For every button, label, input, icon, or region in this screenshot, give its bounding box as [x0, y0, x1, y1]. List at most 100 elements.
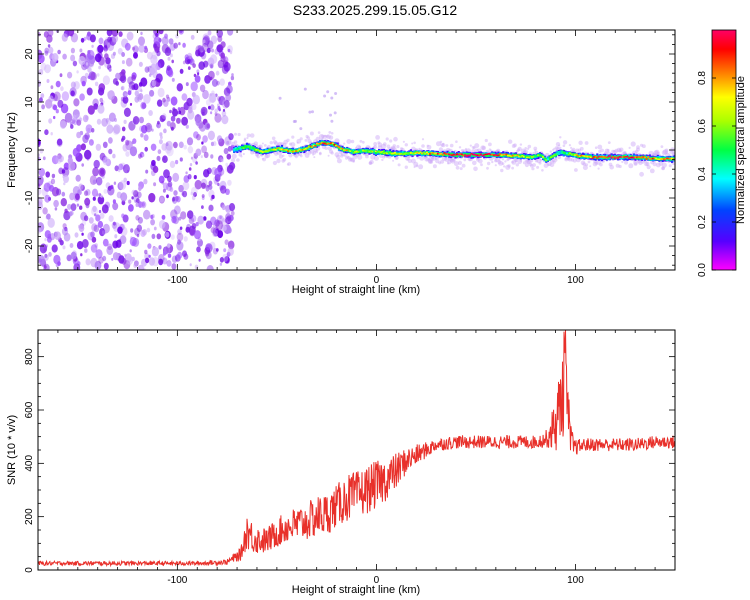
- noise-blob: [156, 50, 161, 57]
- signal-halo: [421, 144, 425, 148]
- signal-band-cell: [543, 157, 546, 160]
- signal-band-cell: [357, 151, 360, 153]
- noise-blob: [169, 109, 172, 114]
- signal-halo: [491, 160, 494, 164]
- signal-halo: [365, 154, 369, 159]
- signal-halo: [585, 163, 589, 167]
- signal-halo: [375, 135, 380, 140]
- signal-halo: [336, 158, 342, 164]
- noise-blob: [169, 160, 176, 168]
- signal-halo: [315, 136, 321, 142]
- noise-blob: [63, 232, 71, 242]
- noise-blob: [85, 62, 89, 66]
- noise-blob: [87, 127, 91, 132]
- noise-blob: [223, 147, 229, 155]
- noise-blob: [214, 113, 222, 123]
- noise-blob: [159, 196, 165, 203]
- signal-halo: [323, 134, 327, 138]
- noise-blob: [169, 53, 173, 58]
- noise-blob: [138, 153, 142, 159]
- signal-halo: [428, 159, 433, 164]
- signal-halo: [524, 162, 530, 168]
- signal-band-cell: [637, 156, 640, 158]
- signal-band-cell: [612, 156, 615, 158]
- signal-halo: [318, 134, 325, 140]
- colorbar-label: Normalized spectral amplitude: [735, 76, 747, 224]
- noise-blob: [214, 108, 218, 114]
- noise-blob: [185, 226, 191, 233]
- noise-blob: [224, 218, 228, 223]
- signal-band-cell: [658, 155, 661, 160]
- signal-band-cell: [409, 152, 412, 154]
- noise-blob: [92, 167, 99, 177]
- signal-halo: [458, 146, 462, 149]
- signal-halo: [312, 153, 315, 156]
- signal-band-cell: [575, 154, 578, 158]
- signal-halo: [501, 162, 505, 166]
- noise-blob: [140, 89, 143, 93]
- signal-band-cell: [516, 154, 519, 157]
- signal-band-cell: [268, 149, 271, 152]
- signal-band-cell: [486, 153, 489, 155]
- signal-band-cell: [616, 157, 620, 159]
- signal-halo: [404, 143, 408, 147]
- noise-blob: [144, 249, 148, 255]
- signal-halo: [383, 142, 387, 146]
- noise-blob: [75, 193, 80, 201]
- noise-blob: [198, 258, 201, 262]
- signal-band-cell: [260, 150, 263, 153]
- noise-blob: [69, 192, 75, 201]
- signal-band-cell: [333, 143, 336, 146]
- signal-halo: [584, 141, 589, 145]
- signal-halo: [594, 146, 598, 149]
- signal-halo: [377, 142, 383, 147]
- noise-blob: [210, 54, 218, 64]
- noise-blob: [49, 185, 55, 192]
- noise-blob: [100, 194, 103, 198]
- signal-band-cell: [422, 151, 425, 154]
- noise-blob: [38, 167, 45, 177]
- signal-halo: [421, 138, 425, 141]
- signal-band-cell: [250, 146, 253, 149]
- signal-halo: [460, 149, 464, 152]
- noise-blob: [121, 126, 126, 132]
- signal-band-cell: [401, 153, 405, 156]
- noise-blob: [92, 196, 96, 201]
- signal-band-cell: [537, 154, 540, 157]
- noise-blob: [80, 253, 83, 257]
- signal-band-cell: [551, 155, 554, 157]
- noise-blob: [170, 234, 175, 240]
- noise-blob: [113, 181, 117, 185]
- signal-halo: [484, 138, 488, 143]
- noise-blob: [219, 262, 223, 266]
- noise-blob: [203, 151, 209, 159]
- noise-blob: [81, 80, 86, 87]
- noise-blob: [161, 36, 169, 46]
- noise-blob: [69, 243, 74, 248]
- noise-blob: [162, 188, 166, 193]
- noise-blob: [42, 207, 48, 215]
- signal-halo: [255, 154, 259, 157]
- signal-halo: [236, 158, 240, 162]
- signal-halo: [587, 160, 591, 164]
- signal-band-cell: [276, 147, 279, 149]
- y-tick-label: 0: [24, 567, 35, 573]
- noise-blob: [143, 178, 148, 185]
- noise-blob: [176, 232, 184, 242]
- noise-blob: [199, 84, 206, 93]
- signal-halo: [392, 144, 396, 148]
- noise-blob: [122, 144, 129, 152]
- noise-blob: [186, 137, 194, 146]
- noise-blob: [209, 104, 215, 111]
- noise-blob: [202, 89, 209, 100]
- signal-halo: [327, 146, 332, 151]
- signal-band-cell: [529, 156, 532, 160]
- signal-halo: [644, 161, 649, 167]
- noise-blob: [191, 195, 196, 201]
- signal-halo: [457, 160, 463, 165]
- noise-blob: [149, 89, 155, 97]
- noise-blob: [176, 117, 181, 124]
- signal-band-cell: [400, 152, 403, 155]
- signal-band-cell: [468, 153, 471, 156]
- signal-halo: [434, 157, 438, 161]
